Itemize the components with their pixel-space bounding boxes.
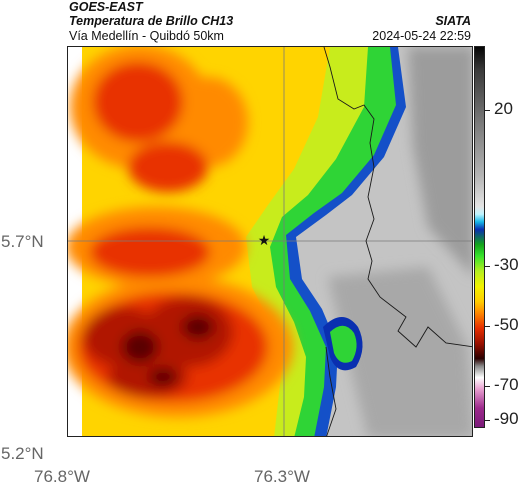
colorbar-label-neg50: -50 bbox=[494, 315, 519, 334]
lon-label-76.3: 76.3°W bbox=[254, 467, 310, 486]
lat-label-5.7: 5.7°N bbox=[1, 232, 44, 251]
colorbar-label-20: 20 bbox=[494, 99, 513, 118]
satellite-map[interactable]: ★ bbox=[67, 46, 473, 437]
lat-label-5.2: 5.2°N bbox=[1, 444, 44, 463]
map-canvas: ★ bbox=[68, 47, 472, 436]
region-subtitle: Vía Medellín - Quibdó 50km bbox=[69, 29, 224, 43]
temperature-colorbar bbox=[474, 46, 485, 428]
star-icon: ★ bbox=[258, 233, 271, 249]
cloud-field bbox=[68, 47, 406, 436]
department-borders bbox=[323, 47, 472, 436]
channel-title: Temperatura de Brillo CH13 bbox=[69, 14, 234, 28]
timestamp: 2024-05-24 22:59 bbox=[372, 29, 471, 43]
org-label: SIATA bbox=[435, 14, 471, 28]
colorbar-label-neg70: -70 bbox=[494, 375, 519, 394]
lon-label-76.8: 76.8°W bbox=[34, 467, 90, 486]
colorbar-label-neg90: -90 bbox=[494, 409, 519, 428]
colorbar-label-neg30: -30 bbox=[494, 255, 519, 274]
product-title: GOES-EAST bbox=[69, 0, 143, 14]
